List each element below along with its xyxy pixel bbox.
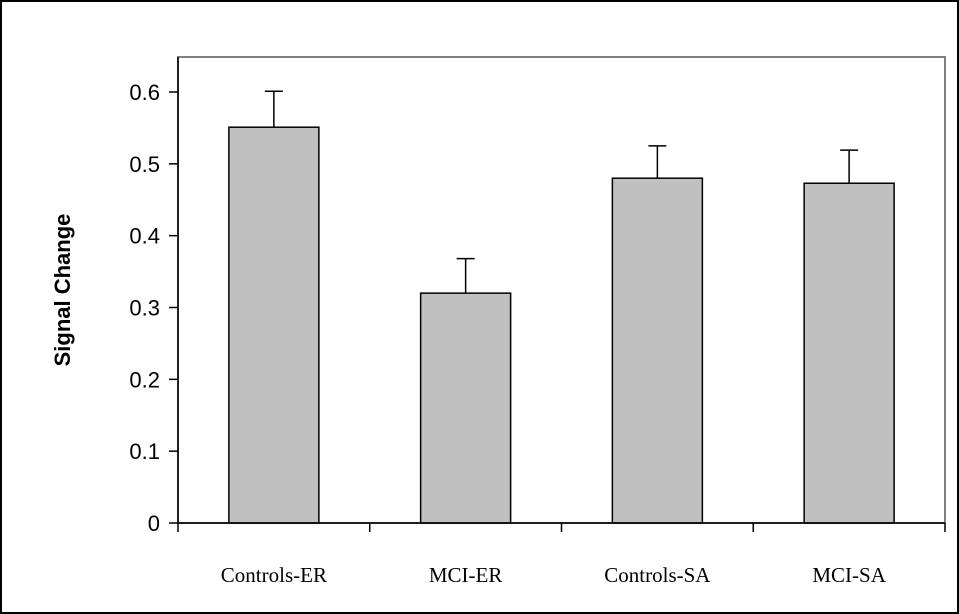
bar-controls-er xyxy=(228,126,320,524)
category-labels: Controls-ER MCI-ER Controls-SA MCI-SA xyxy=(221,563,887,587)
y-tick-label: 0.5 xyxy=(129,152,160,177)
y-tick-label: 0.3 xyxy=(129,296,160,321)
bar-mci-er xyxy=(419,292,512,524)
bar-controls-sa xyxy=(611,177,704,524)
axes xyxy=(169,57,946,532)
y-tick-labels: 0 0.1 0.2 0.3 0.4 0.5 0.6 xyxy=(129,80,160,536)
y-tick-label: 0.4 xyxy=(129,224,160,249)
y-tick-label: 0 xyxy=(148,511,160,536)
category-label: Controls-ER xyxy=(221,563,327,587)
y-tick-label: 0.6 xyxy=(129,80,160,105)
category-label: Controls-SA xyxy=(604,563,711,587)
category-label: MCI-SA xyxy=(812,563,886,587)
bar-mci-sa xyxy=(803,182,895,524)
y-axis-label: Signal Change xyxy=(50,214,75,367)
category-label: MCI-ER xyxy=(429,563,503,587)
y-tick-label: 0.1 xyxy=(129,439,160,464)
error-bars xyxy=(264,90,859,294)
y-tick-label: 0.2 xyxy=(129,367,160,392)
